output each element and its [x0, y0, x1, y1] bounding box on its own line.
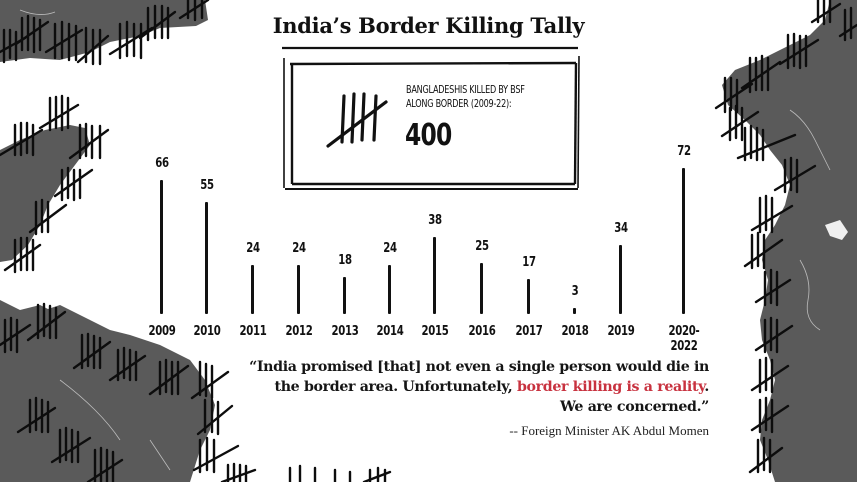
quote-attribution: -- Foreign Minister AK Abdul Momen [509, 423, 709, 438]
bar-category-label: 2014 [376, 324, 404, 339]
bar-category-label: 2020-2022 [668, 324, 700, 354]
bar-stem [480, 263, 483, 314]
quote-highlight: border killing is a reality [516, 379, 705, 395]
summary-total: 400 [405, 118, 452, 153]
bar-category-label: 2010 [193, 324, 221, 339]
bar-category-label: 2012 [285, 324, 313, 339]
bar-category-label: 2018 [561, 324, 589, 339]
bar-value-label: 24 [383, 241, 397, 257]
bar-stem [573, 307, 576, 314]
summary-label-line2: ALONG BORDER (2009-22): [406, 97, 512, 110]
bar-category-label: 2017 [515, 324, 543, 339]
bar-stem [527, 279, 530, 314]
quote-text: “India promised [that] not even a single… [249, 359, 709, 395]
bar-stem [297, 265, 300, 314]
bar-category-label: 2009 [148, 324, 176, 339]
bar-category-label: 2019 [607, 324, 635, 339]
bar-value-label: 3 [571, 283, 579, 299]
bar-value-label: 55 [200, 178, 214, 194]
bar-stem [388, 265, 391, 314]
title-rule [282, 46, 578, 50]
quote-text-end: . We are concerned.” [560, 379, 709, 415]
bar-category-label: 2011 [239, 324, 267, 339]
quote: “India promised [that] not even a single… [249, 357, 709, 417]
bar-category-label: 2013 [331, 324, 359, 339]
chart-title: India’s Border Killing Tally [272, 13, 585, 38]
summary-box-frame [283, 55, 580, 190]
bar-value-label: 18 [338, 253, 352, 269]
summary-box: BANGLADESHIS KILLED BY BSF ALONG BORDER … [282, 54, 580, 190]
bar-stem [619, 244, 622, 314]
bar-value-label: 17 [522, 255, 536, 271]
tally-marks-icon [326, 92, 388, 148]
bar-stem [251, 265, 254, 314]
summary-label-line1: BANGLADESHIS KILLED BY BSF [406, 83, 525, 96]
bar-stem [160, 180, 163, 314]
bar-stem [343, 277, 346, 314]
bar-stem [205, 202, 208, 314]
bar-value-label: 25 [475, 239, 489, 255]
bar-value-label: 38 [428, 212, 442, 228]
bar-value-label: 66 [155, 156, 169, 172]
bar-stem [682, 167, 685, 314]
bar-category-label: 2015 [421, 324, 449, 339]
bar-value-label: 24 [246, 241, 260, 257]
bar-value-label: 34 [614, 220, 628, 236]
bar-stem [433, 236, 436, 314]
summary-label: BANGLADESHIS KILLED BY BSF ALONG BORDER … [406, 83, 545, 111]
bar-value-label: 72 [677, 143, 691, 159]
bar-category-label: 2016 [468, 324, 496, 339]
bar-value-label: 24 [292, 241, 306, 257]
